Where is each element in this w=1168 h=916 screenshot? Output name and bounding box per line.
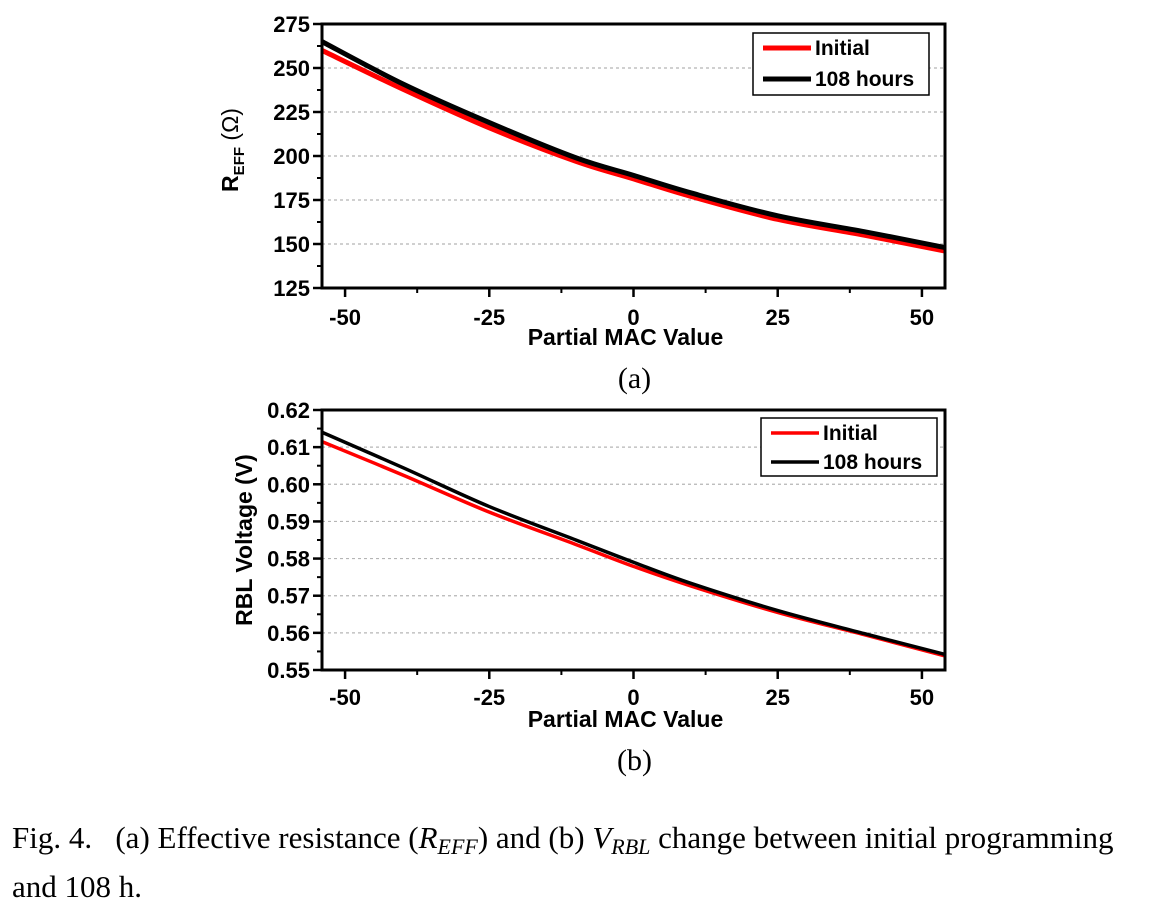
caption-label: Fig. 4. xyxy=(12,820,93,855)
x-tick-label: -50 xyxy=(329,305,361,330)
x-tick-label: 25 xyxy=(765,305,789,330)
caption-text-3: change between initial programming and 1… xyxy=(12,820,1114,904)
y-axis-label-unit: (Ω) xyxy=(217,108,243,147)
y-tick-label: 0.60 xyxy=(267,472,310,497)
chart-panel-b: 0.55 0.56 0.57 0.58 0.59 0.60 0.61 0.62 -50 -25 0 2… xyxy=(231,398,947,777)
y-axis-label: RBL Voltage (V) xyxy=(231,454,257,626)
legend-label-108-hours: 108 hours xyxy=(815,68,914,91)
x-tick-label: -25 xyxy=(473,305,505,330)
y-tick-label: 0.58 xyxy=(267,547,310,572)
y-tick-label: 0.61 xyxy=(267,435,310,460)
panel-label-b: (b) xyxy=(617,744,652,777)
chart-panel-a: 125 150 175 200 225 250 275 -50 -25 0 25 50 Partial … xyxy=(217,12,947,395)
caption-text-2: ) and (b) xyxy=(477,820,593,855)
y-tick-label: 175 xyxy=(273,188,310,213)
legend-label-initial: Initial xyxy=(823,422,878,445)
figure-caption: Fig. 4. (a) Effective resistance (REFF) … xyxy=(12,818,1162,907)
legend-label-initial: Initial xyxy=(815,37,870,60)
x-tick-label: 25 xyxy=(765,685,789,710)
series-line-initial xyxy=(320,48,946,254)
y-tick-label: 0.62 xyxy=(267,398,310,423)
x-tick-label: 0 xyxy=(627,685,639,710)
series-line-108-hours xyxy=(320,39,946,250)
caption-text-1: (a) Effective resistance ( xyxy=(115,820,419,855)
x-axis-label: Partial MAC Value xyxy=(528,324,724,350)
x-tick-label: 50 xyxy=(910,685,934,710)
x-tick-label: 0 xyxy=(627,305,639,330)
y-axis-label-subscript: EFF xyxy=(231,147,248,175)
y-axis-label-main: R xyxy=(217,175,243,192)
caption-r-symbol: REFF xyxy=(418,820,478,859)
caption-r-main: R xyxy=(418,820,438,855)
y-tick-label: 200 xyxy=(273,144,310,169)
legend-box xyxy=(760,417,938,477)
legend-box xyxy=(752,32,930,96)
caption-v-symbol: VRBL xyxy=(592,820,650,859)
caption-v-sub: RBL xyxy=(611,834,651,859)
y-tick-label: 0.55 xyxy=(267,658,310,683)
caption-v-main: V xyxy=(592,820,612,855)
x-tick-label: -25 xyxy=(473,685,505,710)
caption-r-sub: EFF xyxy=(437,834,478,859)
y-tick-label: 0.56 xyxy=(267,621,310,646)
y-tick-label: 0.57 xyxy=(267,584,310,609)
y-tick-label: 0.59 xyxy=(267,509,310,534)
y-tick-label: 225 xyxy=(273,100,310,125)
x-tick-label: 50 xyxy=(910,305,934,330)
x-axis-label: Partial MAC Value xyxy=(528,706,724,732)
y-tick-label: 250 xyxy=(273,56,310,81)
series-line-108-hours xyxy=(321,430,946,657)
legend-label-108-hours: 108 hours xyxy=(823,451,922,474)
x-tick-label: -50 xyxy=(329,685,361,710)
y-tick-label: 275 xyxy=(273,12,310,37)
y-axis-label: REFF (Ω) xyxy=(217,108,248,192)
y-tick-label: 125 xyxy=(273,276,310,301)
y-tick-label: 150 xyxy=(273,232,310,257)
panel-label-a: (a) xyxy=(618,362,651,395)
